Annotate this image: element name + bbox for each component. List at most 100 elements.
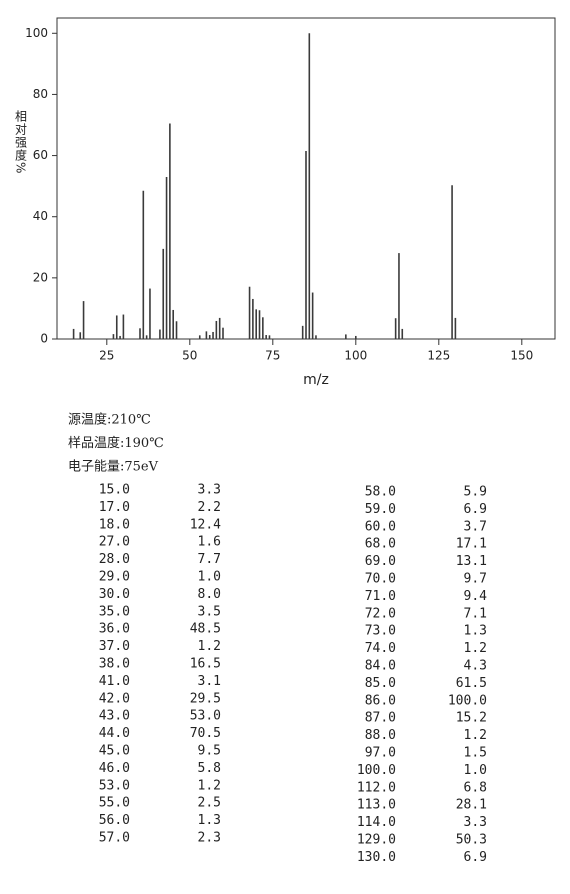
mz-cell: 86.0	[365, 693, 396, 708]
mz-cell: 41.0	[99, 674, 130, 689]
intensity-cell: 9.7	[464, 572, 487, 587]
intensity-cell: 1.3	[198, 813, 221, 828]
mz-cell: 45.0	[99, 744, 130, 759]
y-axis-label: 相对强度%	[14, 110, 28, 175]
mz-cell: 68.0	[365, 537, 396, 552]
intensity-cell: 4.3	[464, 659, 487, 674]
x-tick-label: 125	[427, 349, 450, 363]
mz-cell: 88.0	[365, 728, 396, 743]
mz-cell: 84.0	[365, 659, 396, 674]
intensity-cell: 2.5	[198, 796, 221, 811]
x-tick-label: 25	[99, 349, 114, 363]
intensity-cell: 13.1	[456, 554, 487, 569]
condition: 电子能量:75eV	[68, 460, 159, 475]
mz-cell: 56.0	[99, 813, 130, 828]
intensity-cell: 48.5	[190, 622, 221, 637]
mz-cell: 100.0	[357, 763, 396, 778]
mz-cell: 112.0	[357, 780, 396, 795]
intensity-cell: 15.2	[456, 711, 487, 726]
mz-cell: 60.0	[365, 519, 396, 534]
mz-cell: 46.0	[99, 761, 130, 776]
mz-cell: 113.0	[357, 798, 396, 813]
x-axis-label: m/z	[303, 372, 329, 388]
intensity-cell: 1.2	[198, 639, 221, 654]
mz-cell: 18.0	[99, 517, 130, 532]
mz-cell: 129.0	[357, 833, 396, 848]
x-tick-label: 100	[344, 349, 367, 363]
intensity-cell: 6.9	[464, 502, 487, 517]
intensity-cell: 1.0	[464, 763, 487, 778]
x-tick-label: 150	[510, 349, 533, 363]
mz-cell: 30.0	[99, 587, 130, 602]
mz-cell: 58.0	[365, 485, 396, 500]
mz-cell: 97.0	[365, 746, 396, 761]
intensity-cell: 5.9	[464, 485, 487, 500]
intensity-cell: 28.1	[456, 798, 487, 813]
intensity-cell: 53.0	[190, 709, 221, 724]
mz-cell: 74.0	[365, 641, 396, 656]
mz-cell: 57.0	[99, 831, 130, 846]
mz-cell: 44.0	[99, 726, 130, 741]
intensity-cell: 6.9	[464, 850, 487, 865]
mz-cell: 37.0	[99, 639, 130, 654]
mz-cell: 73.0	[365, 624, 396, 639]
intensity-cell: 100.0	[448, 693, 487, 708]
intensity-cell: 3.7	[464, 519, 487, 534]
intensity-cell: 3.3	[198, 483, 221, 498]
mz-cell: 69.0	[365, 554, 396, 569]
intensity-cell: 50.3	[456, 833, 487, 848]
intensity-cell: 7.1	[464, 606, 487, 621]
mz-cell: 71.0	[365, 589, 396, 604]
intensity-cell: 1.3	[464, 624, 487, 639]
mz-cell: 27.0	[99, 535, 130, 550]
intensity-cell: 16.5	[190, 657, 221, 672]
intensity-cell: 1.2	[198, 778, 221, 793]
x-tick-label: 75	[265, 349, 280, 363]
intensity-cell: 9.5	[198, 744, 221, 759]
y-tick-label: 60	[33, 148, 48, 162]
mz-cell: 70.0	[365, 572, 396, 587]
mz-cell: 53.0	[99, 778, 130, 793]
mz-cell: 114.0	[357, 815, 396, 830]
mz-cell: 28.0	[99, 552, 130, 567]
intensity-cell: 70.5	[190, 726, 221, 741]
intensity-cell: 3.1	[198, 674, 221, 689]
intensity-cell: 3.3	[464, 815, 487, 830]
intensity-cell: 9.4	[464, 589, 488, 604]
mz-cell: 38.0	[99, 657, 130, 672]
y-tick-label: 100	[25, 26, 48, 40]
mz-cell: 85.0	[365, 676, 396, 691]
mz-cell: 87.0	[365, 711, 396, 726]
intensity-cell: 1.5	[464, 746, 487, 761]
intensity-cell: 8.0	[198, 587, 221, 602]
intensity-cell: 6.8	[464, 780, 487, 795]
mz-cell: 35.0	[99, 604, 130, 619]
mz-cell: 42.0	[99, 691, 130, 706]
intensity-cell: 12.4	[190, 517, 221, 532]
intensity-cell: 1.2	[464, 728, 487, 743]
intensity-cell: 1.0	[198, 570, 221, 585]
mz-cell: 36.0	[99, 622, 130, 637]
y-tick-label: 80	[33, 87, 48, 101]
mz-cell: 130.0	[357, 850, 396, 865]
intensity-cell: 61.5	[456, 676, 487, 691]
condition: 源温度:210℃	[68, 412, 151, 428]
mz-cell: 72.0	[365, 606, 396, 621]
mz-cell: 17.0	[99, 500, 130, 515]
intensity-cell: 17.1	[456, 537, 487, 552]
y-tick-label: 40	[33, 209, 48, 223]
mz-cell: 59.0	[365, 502, 396, 517]
y-tick-label: 0	[40, 332, 48, 346]
mz-cell: 43.0	[99, 709, 130, 724]
y-tick-label: 20	[33, 270, 48, 284]
intensity-cell: 2.2	[198, 500, 221, 515]
intensity-cell: 3.5	[198, 604, 221, 619]
mz-cell: 29.0	[99, 570, 130, 585]
intensity-cell: 2.3	[198, 831, 221, 846]
mz-cell: 55.0	[99, 796, 130, 811]
x-tick-label: 50	[182, 349, 197, 363]
intensity-cell: 5.8	[198, 761, 221, 776]
condition: 样品温度:190℃	[68, 435, 164, 451]
intensity-cell: 1.2	[464, 641, 487, 656]
